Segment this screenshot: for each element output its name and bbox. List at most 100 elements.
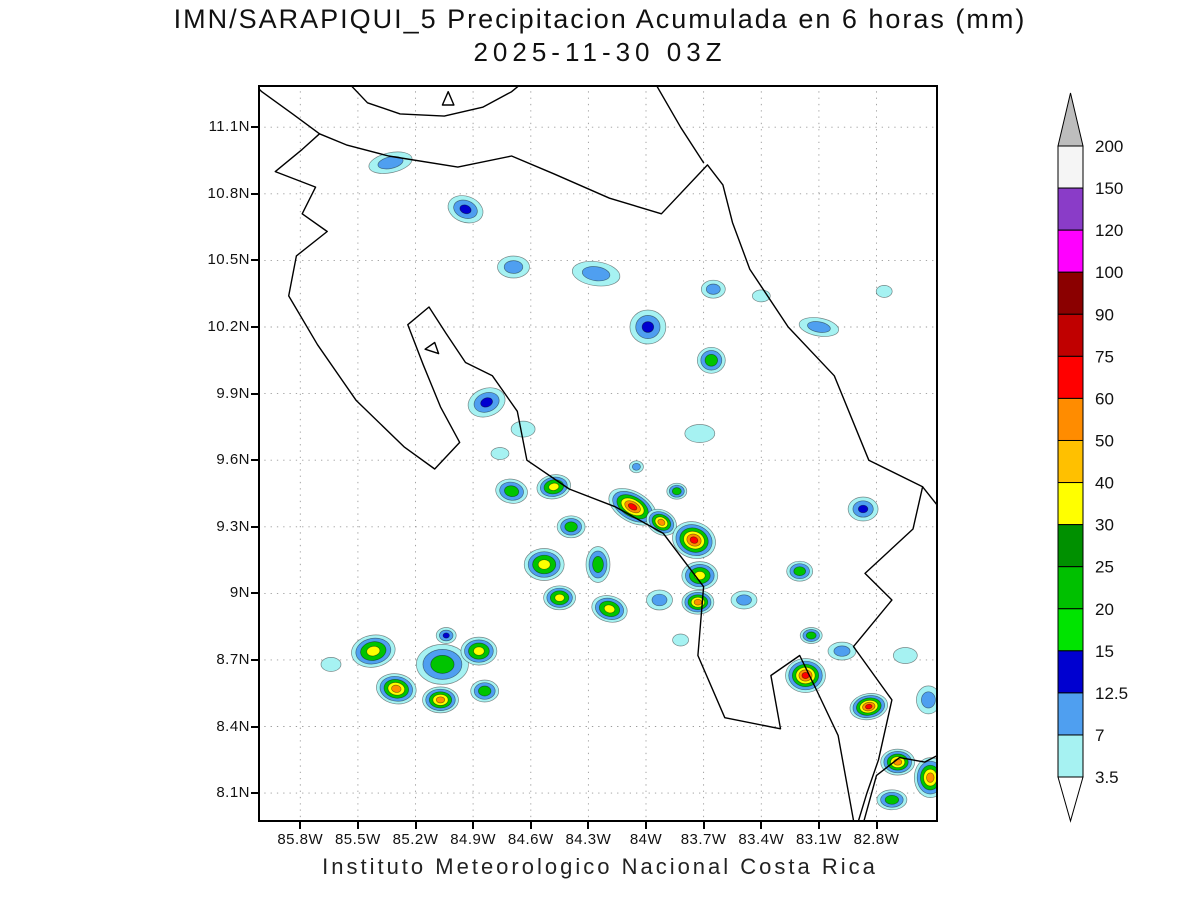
- precip-contour-cyan: [510, 420, 536, 438]
- precip-contour-green: [564, 521, 578, 533]
- lon-tick-mark: [356, 822, 359, 829]
- coastline-nicaragua_caribbean: [655, 85, 705, 164]
- colorbar-level-label: 50: [1095, 432, 1114, 451]
- lon-tick-mark: [299, 822, 302, 829]
- colorbar-segment: [1057, 482, 1084, 526]
- colorbar-level-label: 25: [1095, 558, 1114, 577]
- lon-tick-mark: [587, 822, 590, 829]
- precip-contour-red: [627, 503, 638, 511]
- colorbar-segment: [1057, 271, 1084, 315]
- lat-tick-label: 11.1N: [208, 118, 250, 136]
- precipitation-map-canvas: [258, 85, 938, 822]
- colorbar-arrow-above-max: [1057, 92, 1084, 147]
- colorbar-level-label: 3.5: [1095, 768, 1119, 787]
- lat-tick-label: 8.4N: [216, 717, 250, 735]
- lon-tick-label: 83.1W: [795, 831, 842, 848]
- lon-tick-label: 83.4W: [738, 831, 785, 848]
- colorbar-level-label: 7: [1095, 726, 1104, 745]
- colorbar-level-label: 150: [1095, 179, 1123, 198]
- lat-tick-label: 10.5N: [207, 251, 250, 269]
- lon-tick-label: 85.2W: [392, 831, 439, 848]
- precip-contour-yellow: [537, 559, 551, 570]
- precip-contour-orange: [693, 598, 703, 606]
- precip-contour-red: [865, 703, 873, 710]
- coastline-lake_nicaragua: [349, 85, 521, 117]
- lat-tick-mark: [251, 592, 258, 595]
- lat-tick-mark: [251, 192, 258, 195]
- coastline-gulf_island: [424, 341, 440, 355]
- precip-contour-orange: [657, 518, 666, 526]
- precip-contour-yellow: [603, 604, 616, 614]
- precip-contour-cyan: [684, 424, 716, 443]
- colorbar-level-label: 15: [1095, 642, 1114, 661]
- lat-tick-label: 9.6N: [216, 451, 250, 469]
- precip-contour-blue: [377, 156, 404, 170]
- colorbar-segment: [1057, 355, 1084, 399]
- footer-caption: Instituto Meteorologico Nacional Costa R…: [322, 854, 878, 879]
- colorbar-level-label: 60: [1095, 389, 1114, 408]
- colorbar-level-label: 90: [1095, 305, 1114, 324]
- precip-contour-orange: [926, 772, 935, 783]
- lon-tick-mark: [760, 822, 763, 829]
- lon-tick-label: 84.6W: [507, 831, 554, 848]
- colorbar-segment: [1057, 524, 1084, 568]
- colorbar-segment: [1057, 439, 1084, 484]
- precip-contour-cyan: [320, 657, 342, 672]
- precip-contour-dblue: [857, 504, 869, 514]
- precip-contour-cyan: [892, 647, 918, 664]
- colorbar-segment: [1057, 229, 1084, 273]
- precip-contour-blue: [705, 283, 721, 295]
- lon-tick-mark: [414, 822, 417, 829]
- colorbar-segment: [1057, 734, 1084, 778]
- coastline-lake_island: [441, 91, 455, 106]
- lon-tick-mark: [817, 822, 820, 829]
- map-plot-area: [258, 85, 938, 822]
- lon-tick-mark: [875, 822, 878, 829]
- precip-contour-blue: [807, 321, 831, 333]
- lat-tick-mark: [251, 658, 258, 661]
- precip-contour-yellow: [366, 645, 381, 657]
- lon-tick-label: 83.7W: [680, 831, 727, 848]
- lon-tick-label: 84.3W: [565, 831, 612, 848]
- lat-tick-label: 9.9N: [216, 384, 250, 402]
- colorbar: 200 150 120 100 90 75 60 50 40 30 25 20 15 12.5 7 3.5: [1057, 92, 1128, 823]
- lon-tick-mark: [645, 822, 648, 829]
- lat-tick-label: 8.1N: [216, 784, 250, 802]
- precip-contour-dblue: [442, 632, 450, 639]
- precip-contour-green: [478, 685, 492, 697]
- precip-contour-dblue: [480, 397, 493, 408]
- colorbar-level-label: 75: [1095, 347, 1114, 366]
- precip-contour-dblue: [459, 204, 472, 215]
- lat-tick-mark: [251, 725, 258, 728]
- precip-contour-yellow: [473, 646, 485, 656]
- lat-tick-mark: [251, 525, 258, 528]
- colorbar-segment: [1057, 650, 1084, 694]
- colorbar-arrow-below-min: [1057, 776, 1084, 823]
- colorbar-segment: [1057, 313, 1084, 357]
- coastline-costa_rica: [274, 133, 924, 822]
- plot-frame: [258, 85, 938, 822]
- precip-contour-red: [689, 536, 699, 544]
- colorbar-level-label: 200: [1095, 137, 1123, 156]
- precip-contour-blue: [581, 266, 611, 282]
- lon-tick-mark: [702, 822, 705, 829]
- lon-tick-label: 84W: [629, 831, 663, 848]
- lat-tick-label: 8.7N: [216, 650, 250, 668]
- lon-tick-label: 85.8W: [277, 831, 324, 848]
- lon-tick-label: 85.5W: [334, 831, 381, 848]
- colorbar-segment: [1057, 608, 1084, 652]
- lat-tick-mark: [251, 126, 258, 129]
- figure-title: IMN/SARAPIQUI_5 Precipitacion Acumulada …: [173, 4, 1027, 34]
- lat-tick-mark: [251, 325, 258, 328]
- precip-contour-yellow: [554, 593, 565, 602]
- precip-contour-blue: [833, 645, 851, 657]
- colorbar-level-label: 12.5: [1095, 684, 1128, 703]
- lat-tick-label: 9.3N: [216, 517, 250, 535]
- colorbar-segment: [1057, 397, 1084, 441]
- precip-contour-orange: [435, 696, 446, 704]
- figure-subtitle-datetime: 2025-11-30 03Z: [473, 37, 727, 67]
- precip-contour-blue: [651, 593, 668, 607]
- lon-tick-label: 82.8W: [853, 831, 900, 848]
- precip-contour-dblue: [641, 321, 655, 333]
